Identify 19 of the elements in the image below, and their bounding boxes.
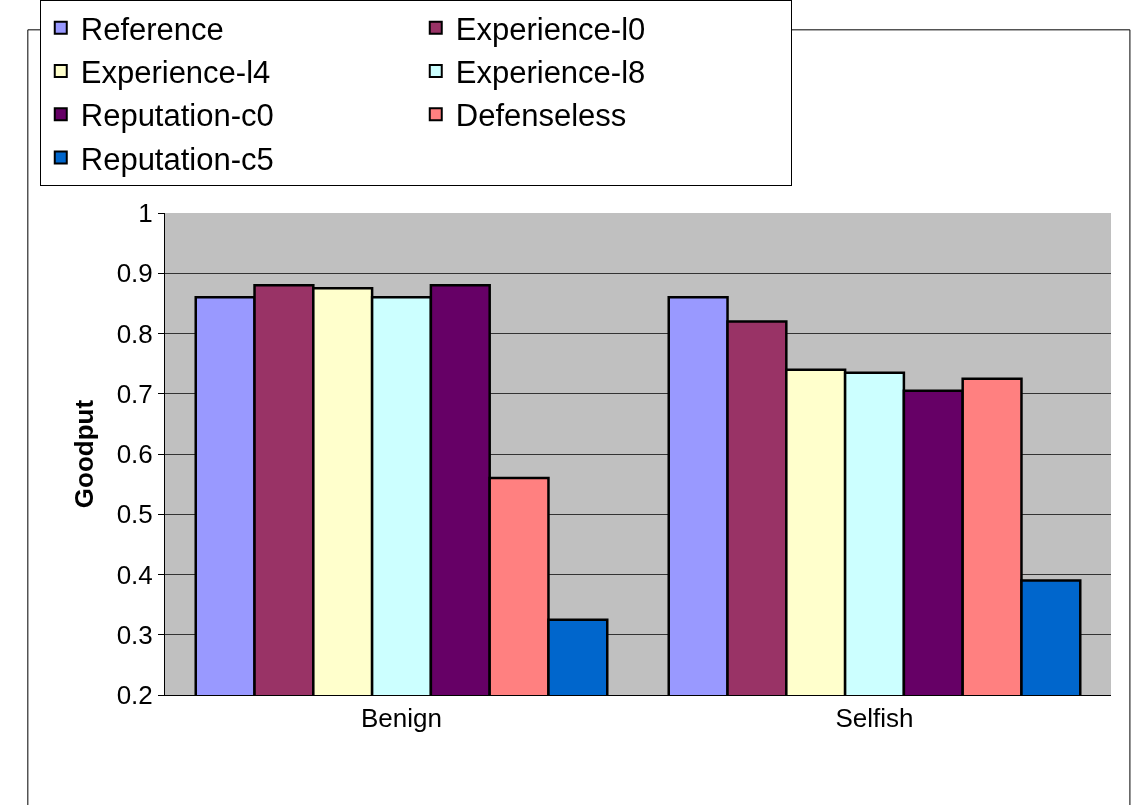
legend-label: Experience-l0 bbox=[455, 11, 646, 47]
legend-label: Reputation-c5 bbox=[80, 141, 274, 177]
legend-label: Reputation-c0 bbox=[80, 98, 274, 134]
y-tick-label: 0.5 bbox=[116, 499, 153, 530]
y-tick-label: 0.9 bbox=[116, 258, 153, 289]
y-axis-title: Goodput bbox=[69, 399, 100, 509]
y-tick-label: 1 bbox=[138, 198, 153, 229]
x-tick-label: Selfish bbox=[835, 703, 914, 734]
legend-label: Reference bbox=[80, 11, 224, 47]
y-tick-label: 0.8 bbox=[116, 318, 153, 349]
y-tick-label: 0.4 bbox=[116, 559, 153, 590]
x-tick-label: Benign bbox=[361, 703, 442, 734]
y-tick-label: 0.7 bbox=[116, 378, 153, 409]
y-tick-label: 0.3 bbox=[116, 619, 153, 650]
legend-label: Experience-l4 bbox=[80, 55, 271, 91]
y-tick-label: 0.2 bbox=[116, 680, 153, 711]
legend-label: Defenseless bbox=[455, 98, 627, 134]
y-tick-label: 0.6 bbox=[116, 439, 153, 470]
legend-label: Experience-l8 bbox=[455, 55, 646, 91]
